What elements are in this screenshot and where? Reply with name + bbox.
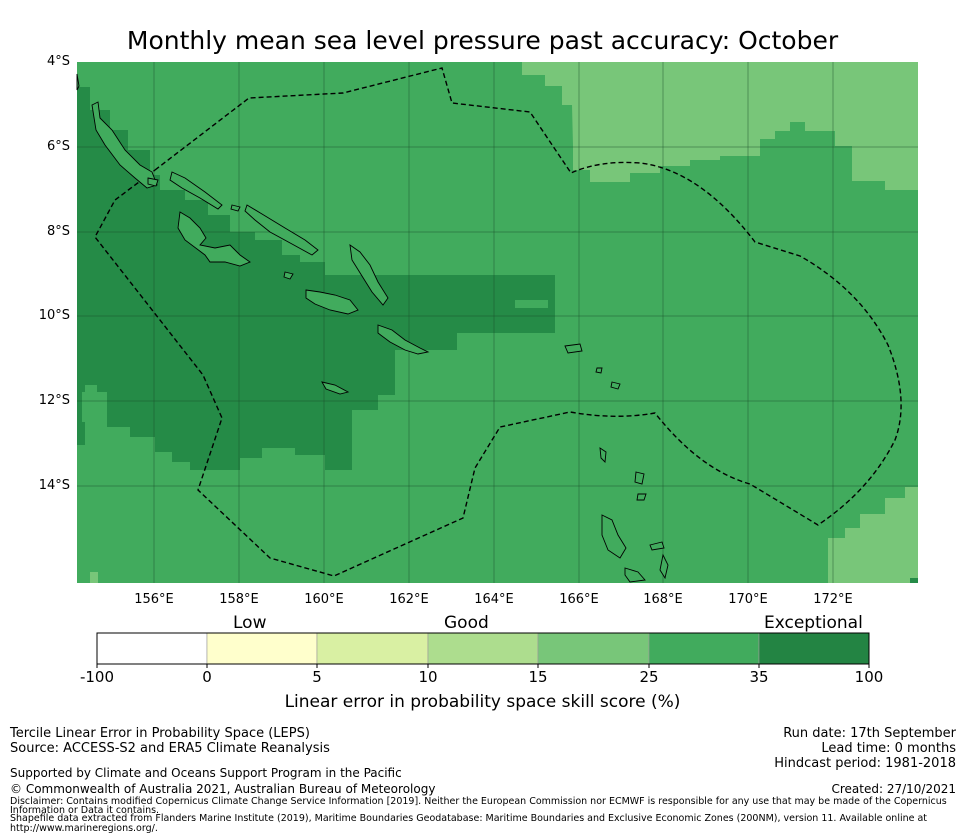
island-small-8 [230, 204, 241, 212]
footer-source: Source: ACCESS-S2 and ERA5 Climate Reana… [10, 741, 330, 756]
skill-band-patch-central [515, 300, 548, 308]
chart-title: Monthly mean sea level pressure past acc… [126, 26, 839, 55]
island-small-7 [147, 177, 159, 187]
colorbar-tick: -100 [79, 668, 115, 686]
island-new-georgia [177, 211, 251, 267]
lon-label: 156°E [134, 592, 174, 607]
lon-label: 166°E [559, 592, 599, 607]
skill-region-15-25-ne [522, 62, 918, 190]
footer-shapefile: http://www.marineregions.org/. [10, 823, 158, 834]
island-rennell [321, 381, 350, 395]
lat-label: 6°S [46, 139, 70, 154]
skill-band-patch-west [82, 392, 107, 422]
colorbar-border [96, 632, 870, 665]
island-guadalcanal [305, 289, 359, 315]
island-santa-isabel [244, 204, 319, 256]
lon-label: 158°E [219, 592, 259, 607]
island-small-3 [610, 381, 621, 390]
lon-label: 164°E [474, 592, 514, 607]
eez-boundary [94, 67, 902, 577]
colorbar-tick: 15 [528, 668, 548, 686]
colorbar [96, 632, 870, 668]
colorbar-segment [648, 632, 760, 665]
island-espiritu-santo [601, 514, 627, 559]
footer-hindcast: Hindcast period: 1981-2018 [774, 756, 956, 771]
colorbar-segment [427, 632, 539, 665]
skill-region-15-25-sw [90, 572, 98, 583]
lat-label: 14°S [38, 478, 70, 493]
colorbar-category-low: Low [233, 613, 267, 633]
colorbar-segment [758, 632, 870, 665]
island-malaita [349, 244, 389, 306]
island-small-1 [634, 471, 645, 485]
island-choiseul [169, 171, 223, 210]
lon-label: 168°E [643, 592, 683, 607]
colorbar-category-exceptional: Exceptional [764, 613, 863, 633]
skill-band-patch-east [480, 282, 520, 294]
colorbar-axis-label: Linear error in probability space skill … [284, 692, 681, 712]
footer-support: Supported by Climate and Oceans Support … [10, 766, 402, 780]
footer-shapefile: Shapefile data extracted from Flanders M… [10, 813, 928, 824]
colorbar-tick: 35 [749, 668, 769, 686]
skill-band-patch-southeast [910, 578, 918, 583]
island-ambae [649, 541, 665, 551]
island-new-caledonia-tip [76, 73, 80, 91]
skill-map [76, 62, 918, 583]
island-bougainville [91, 101, 158, 189]
colorbar-tick: 100 [854, 668, 884, 686]
footer-method: Tercile Linear Error in Probability Spac… [10, 726, 310, 741]
footer-run-date: Run date: 17th September [783, 726, 956, 741]
coastlines [76, 73, 669, 583]
colorbar-segment [537, 632, 650, 665]
island-small-5 [599, 447, 607, 463]
lat-label: 10°S [38, 308, 70, 323]
island-santa-cruz [564, 343, 583, 354]
lon-label: 170°E [728, 592, 768, 607]
colorbar-tick: 5 [312, 668, 322, 686]
footer-disclaimer: Disclaimer: Contains modified Copernicus… [10, 796, 947, 807]
lat-label: 12°S [38, 393, 70, 408]
lon-label: 162°E [389, 592, 429, 607]
footer-lead-time: Lead time: 0 months [821, 741, 956, 756]
island-small-4 [595, 367, 603, 374]
island-small-2 [636, 493, 647, 501]
footer-copyright: © Commonwealth of Australia 2021, Austra… [10, 782, 436, 796]
colorbar-segment [96, 632, 208, 665]
gridlines [77, 62, 918, 583]
lat-label: 8°S [46, 224, 70, 239]
colorbar-tick: 0 [202, 668, 212, 686]
colorbar-tick: 10 [418, 668, 438, 686]
skill-region-exceptional-west [77, 87, 555, 470]
colorbar-category-good: Good [444, 613, 489, 633]
lat-label: 4°S [46, 54, 70, 69]
lon-label: 160°E [304, 592, 344, 607]
island-small-6 [283, 271, 294, 280]
colorbar-segment [206, 632, 318, 665]
island-makira [377, 324, 430, 355]
footer-disclaimer: Information or Data it contains. [10, 805, 160, 816]
lon-label: 172°E [813, 592, 853, 607]
colorbar-segment [316, 632, 429, 665]
footer-created: Created: 27/10/2021 [831, 782, 956, 796]
island-malakula [624, 567, 646, 583]
island-pentecost [659, 553, 669, 580]
skill-region-15-25-se [828, 487, 918, 583]
colorbar-tick: 25 [639, 668, 659, 686]
skill-band-strip-west [77, 385, 85, 445]
